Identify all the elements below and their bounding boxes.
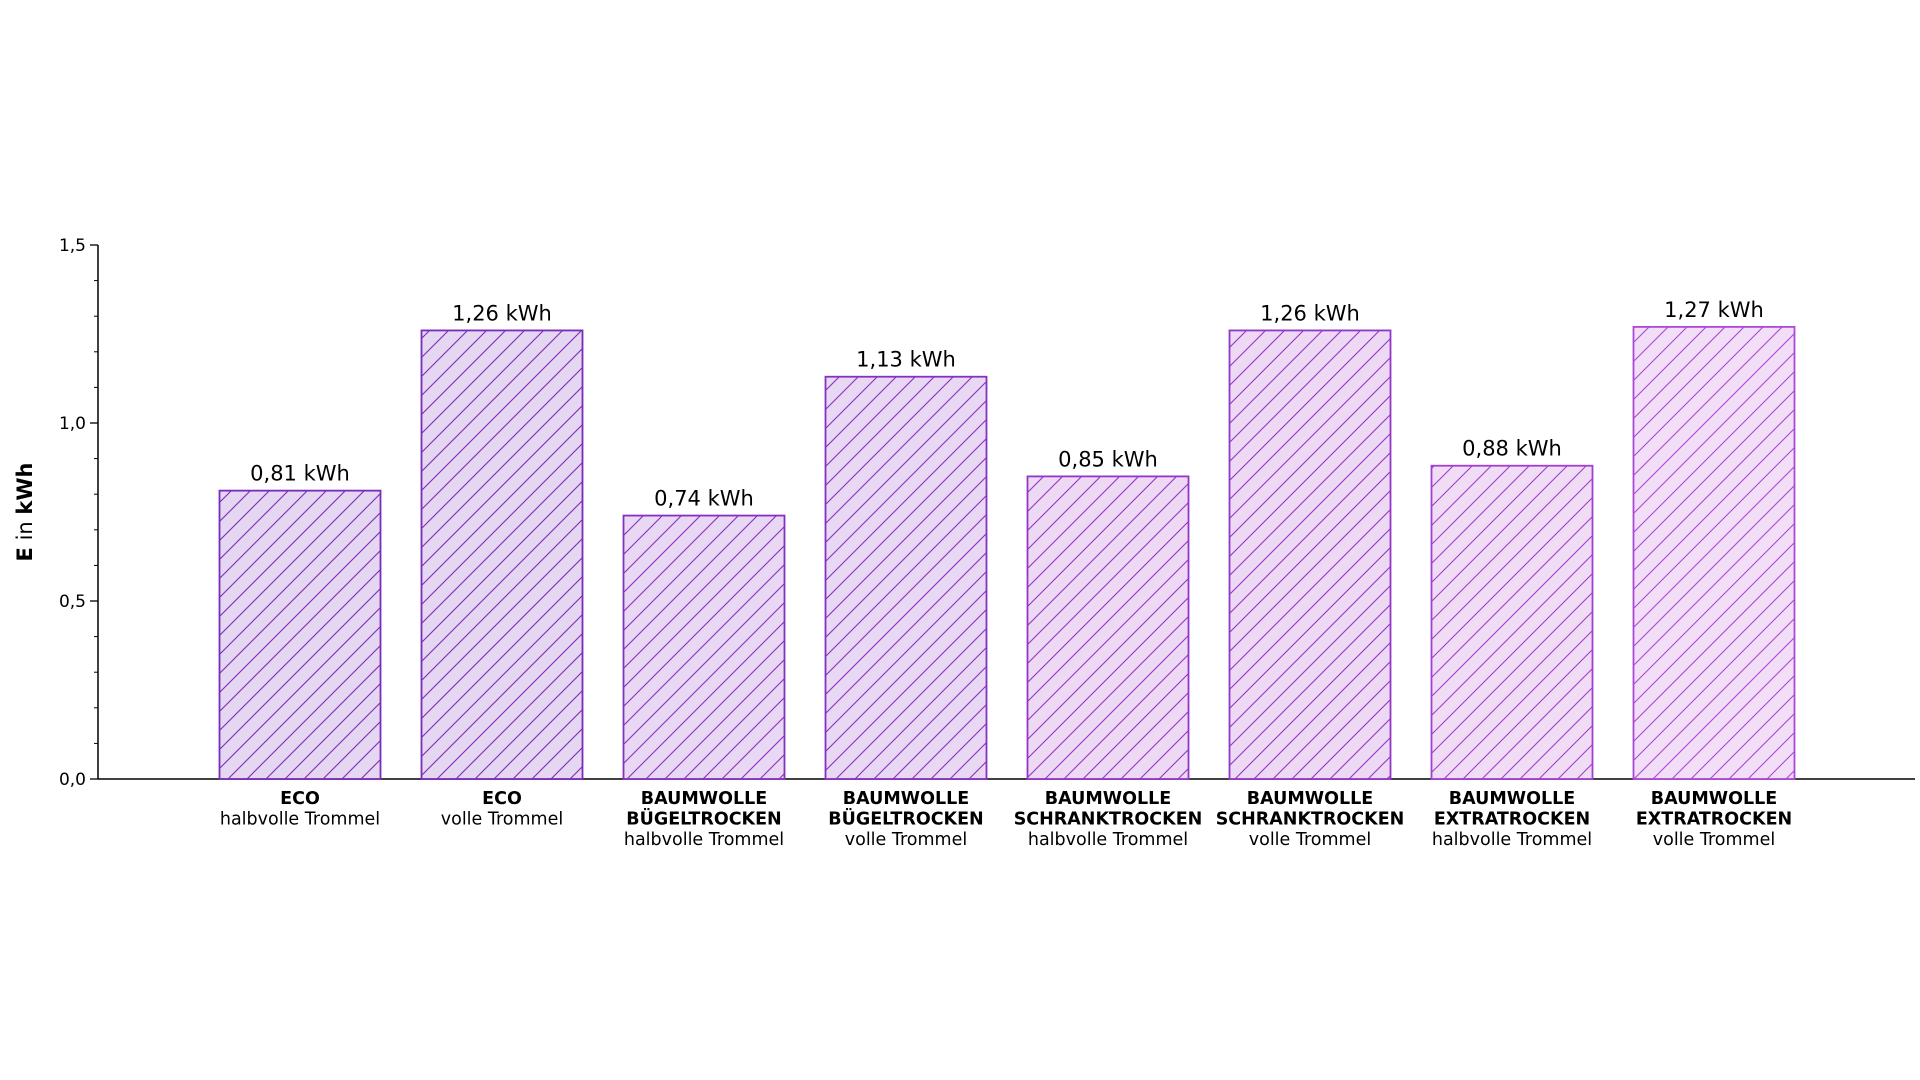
category-label-bold-line: BÜGELTROCKEN (626, 808, 781, 830)
bar-2 (420, 329, 584, 780)
category-label-bold-line: EXTRATROCKEN (1434, 810, 1590, 830)
category-label-sub-line: halbvolle Trommel (624, 830, 784, 850)
bar-value-label: 1,26 kWh (1260, 301, 1360, 325)
y-tick-label: 1,5 (59, 236, 86, 256)
category-label-bold-line: BAUMWOLLE (641, 789, 767, 809)
category-label: BAUMWOLLE SCHRANKTROCKEN volle Trommel (1216, 789, 1405, 850)
y-axis-title-mid: in (13, 515, 37, 548)
category-label-bold-line: SCHRANKTROCKEN (1216, 810, 1405, 830)
y-axis-title-unit: kWh (13, 463, 37, 515)
y-tick-label: 1,0 (59, 414, 86, 434)
bar-8 (1632, 325, 1796, 780)
y-tick-label: 0,0 (59, 770, 86, 790)
category-label: BAUMWOLLE EXTRATROCKEN volle Trommel (1636, 789, 1792, 850)
category-label-bold-line: BAUMWOLLE (843, 789, 969, 809)
category-label-bold-line: ECO (482, 789, 522, 809)
category-label: BAUMWOLLE BÜGELTROCKEN volle Trommel (828, 789, 983, 850)
category-label-bold-line: SCHRANKTROCKEN (1014, 810, 1203, 830)
category-label-sub-line: halbvolle Trommel (1028, 830, 1188, 850)
category-label-bold-line: BAUMWOLLE (1449, 789, 1575, 809)
category-label-sub-line: volle Trommel (1653, 830, 1775, 850)
bar-value-label: 0,88 kWh (1462, 437, 1562, 461)
bar-6 (1228, 329, 1392, 780)
y-tick-label: 0,5 (59, 592, 86, 612)
category-label-bold-line: BAUMWOLLE (1045, 789, 1171, 809)
category-label-sub-line: volle Trommel (1249, 830, 1371, 850)
category-label: BAUMWOLLE EXTRATROCKEN halbvolle Trommel (1432, 789, 1592, 850)
category-label-sub-line: volle Trommel (441, 810, 563, 830)
category-label-bold-line: BAUMWOLLE (1651, 789, 1777, 809)
category-label-sub-line: volle Trommel (845, 830, 967, 850)
category-label-bold-line: BAUMWOLLE (1247, 789, 1373, 809)
category-label-bold-line: EXTRATROCKEN (1636, 810, 1792, 830)
bar-3 (622, 514, 786, 780)
bar-value-label: 1,26 kWh (452, 301, 552, 325)
category-label-sub-line: halbvolle Trommel (1432, 830, 1592, 850)
category-label: BAUMWOLLE SCHRANKTROCKEN halbvolle Trommel (1014, 789, 1203, 850)
bar-4 (824, 375, 988, 780)
category-label-sub-line: halbvolle Trommel (220, 810, 380, 830)
category-label-bold-line: ECO (280, 789, 320, 809)
bar-value-label: 0,85 kWh (1058, 447, 1158, 471)
bar-value-label: 0,74 kWh (654, 487, 754, 511)
category-label: BAUMWOLLE BÜGELTROCKEN halbvolle Trommel (624, 789, 784, 850)
bar-value-label: 0,81 kWh (250, 462, 350, 486)
bar-5 (1026, 475, 1190, 780)
y-axis-title-symbol: E (13, 547, 37, 561)
bar-value-label: 1,13 kWh (856, 348, 956, 372)
y-axis-title: E in kWh (13, 463, 37, 562)
category-label-bold-line: BÜGELTROCKEN (828, 808, 983, 830)
category-label: ECO volle Trommel (441, 789, 563, 830)
bar-1 (218, 489, 382, 780)
bar-value-label: 1,27 kWh (1664, 298, 1764, 322)
bar-7 (1430, 464, 1594, 780)
category-label: ECO halbvolle Trommel (220, 789, 380, 830)
